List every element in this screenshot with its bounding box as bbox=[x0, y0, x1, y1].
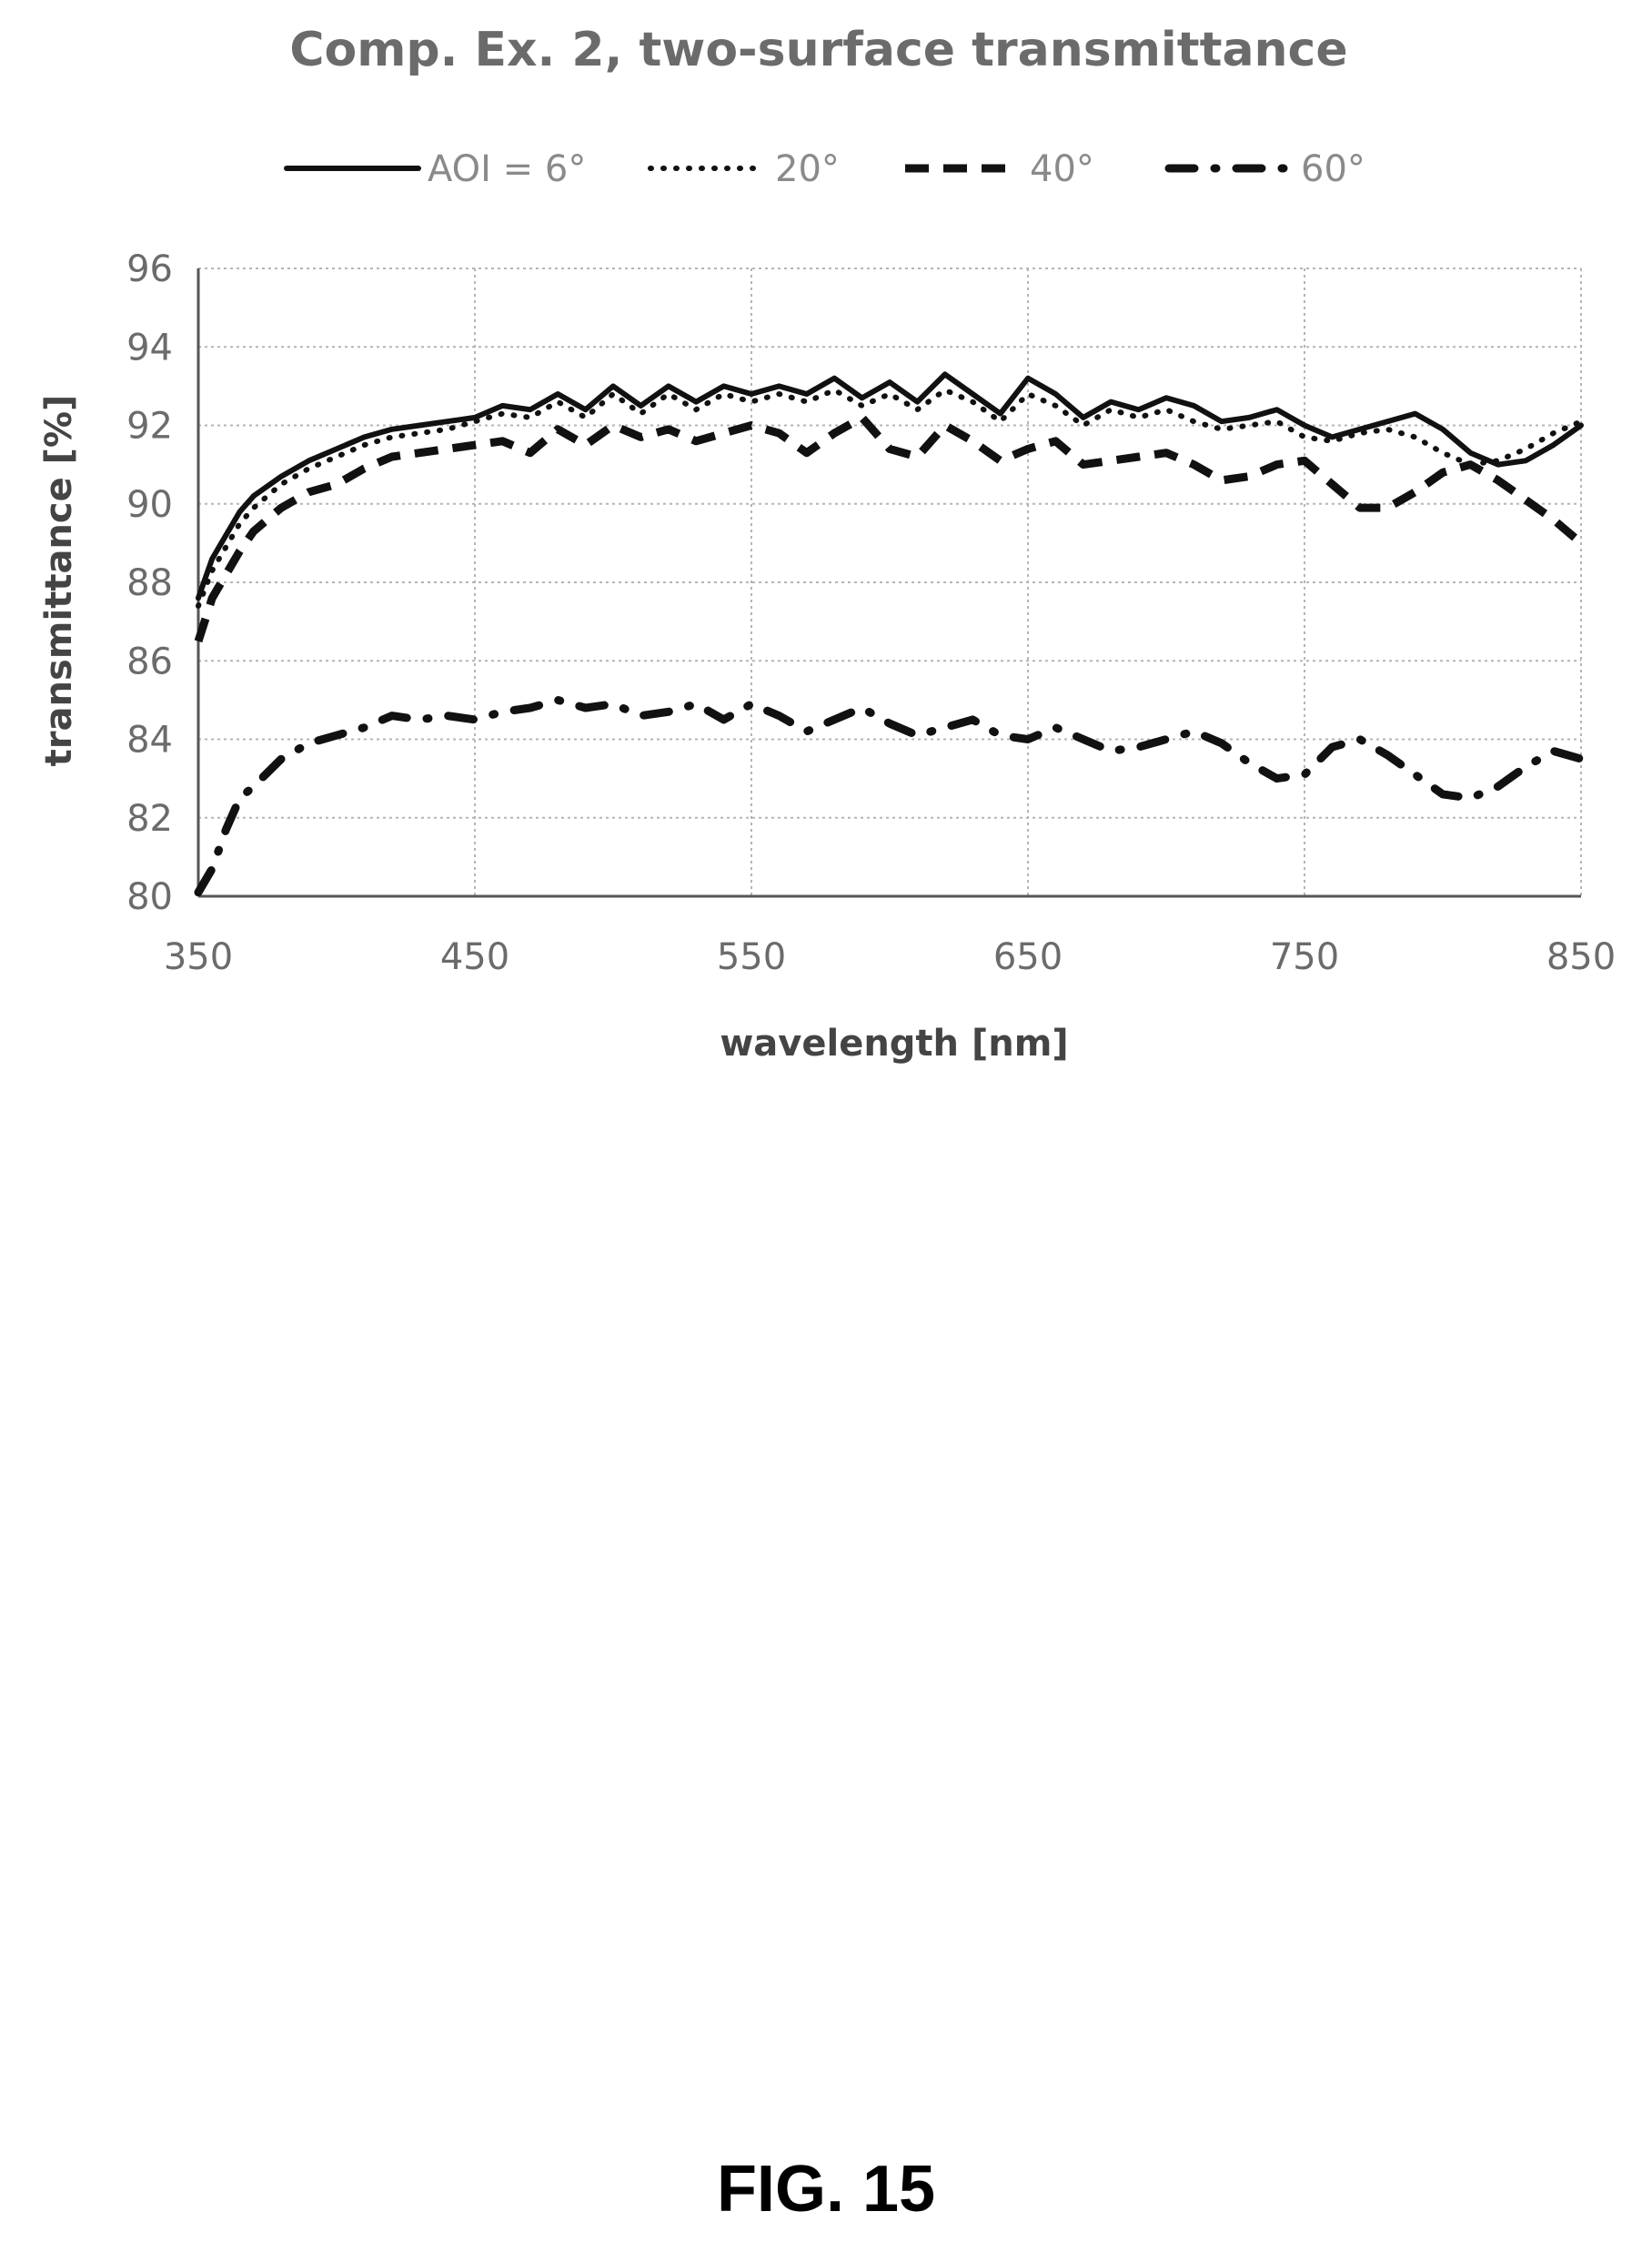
x-tick-label: 650 bbox=[993, 936, 1063, 978]
x-axis-label: wavelength [nm] bbox=[720, 1023, 1068, 1065]
y-tick-label: 94 bbox=[126, 327, 173, 369]
x-tick-label: 350 bbox=[164, 936, 233, 978]
y-axis-label: transmittance [%] bbox=[38, 395, 80, 767]
x-tick-label: 850 bbox=[1546, 936, 1616, 978]
legend-label-1: AOI = 6° bbox=[428, 148, 586, 190]
legend-label-3: 40° bbox=[1030, 148, 1094, 190]
x-tick-label: 550 bbox=[717, 936, 786, 978]
y-tick-label: 80 bbox=[126, 876, 173, 918]
legend-label-2: 20° bbox=[775, 148, 840, 190]
series-line-3 bbox=[194, 413, 1584, 643]
y-tick-label: 82 bbox=[126, 798, 173, 840]
y-tick-label: 84 bbox=[126, 720, 173, 762]
x-tick-label: 450 bbox=[440, 936, 509, 978]
y-tick-label: 88 bbox=[126, 562, 173, 604]
legend: AOI = 6° 20° 40° 60° bbox=[284, 148, 1365, 190]
figure-label: FIG. 15 bbox=[716, 2153, 936, 2226]
y-tick-label: 90 bbox=[126, 484, 173, 526]
y-tick-label: 92 bbox=[126, 406, 173, 448]
y-tick-label: 86 bbox=[126, 641, 173, 682]
chart-title: Comp. Ex. 2, two-surface transmittance bbox=[289, 23, 1347, 77]
axes: 80 82 84 86 88 90 92 94 96 350 450 550 650 750 850 bbox=[126, 248, 1616, 978]
y-tick-label: 96 bbox=[126, 248, 173, 290]
series-line-4 bbox=[194, 695, 1586, 897]
series-line-1 bbox=[196, 371, 1584, 601]
legend-label-4: 60° bbox=[1301, 148, 1365, 190]
x-tick-label: 750 bbox=[1270, 936, 1339, 978]
series-line-2 bbox=[196, 387, 1584, 609]
series-layer bbox=[194, 371, 1586, 897]
